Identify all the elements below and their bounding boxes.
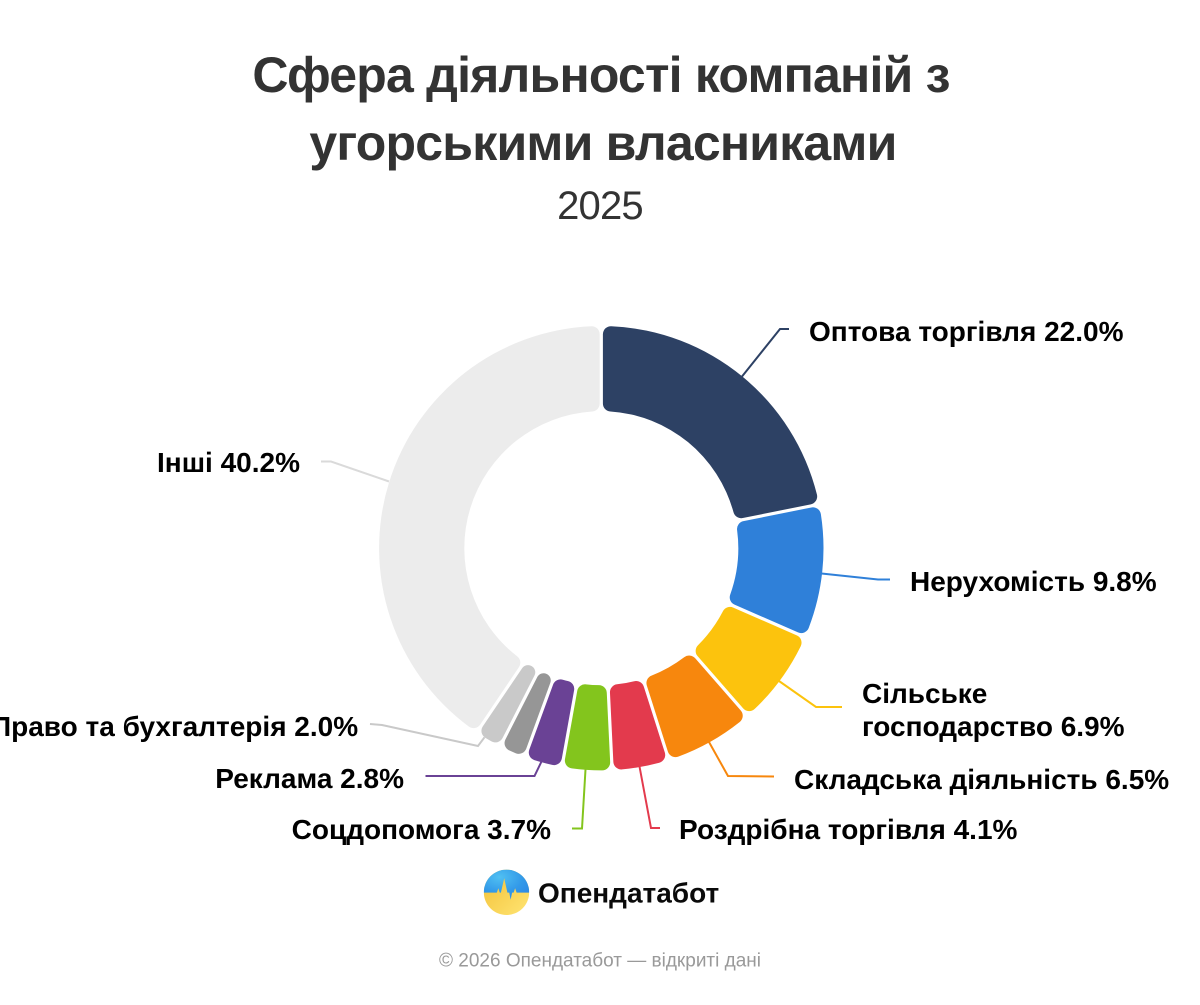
svg-text:Нерухомість 9.8%: Нерухомість 9.8% bbox=[910, 566, 1157, 597]
svg-text:© 2026 Опендатабот — відкриті: © 2026 Опендатабот — відкриті дані bbox=[439, 951, 761, 972]
svg-text:Опендатабот: Опендатабот bbox=[538, 878, 719, 909]
svg-text:Соцдопомога 3.7%: Соцдопомога 3.7% bbox=[292, 814, 551, 845]
svg-text:Сільське: Сільське bbox=[862, 678, 987, 709]
svg-text:угорськими власниками: угорськими власниками bbox=[309, 115, 896, 171]
svg-text:Складська діяльність 6.5%: Складська діяльність 6.5% bbox=[794, 764, 1169, 795]
svg-text:Сфера діяльності компаній з: Сфера діяльності компаній з bbox=[252, 47, 949, 103]
svg-text:Інші 40.2%: Інші 40.2% bbox=[157, 447, 300, 478]
svg-text:господарство 6.9%: господарство 6.9% bbox=[862, 711, 1125, 742]
svg-text:Роздрібна торгівля 4.1%: Роздрібна торгівля 4.1% bbox=[679, 814, 1018, 845]
svg-text:Оптова торгівля 22.0%: Оптова торгівля 22.0% bbox=[809, 316, 1124, 347]
svg-text:Реклама 2.8%: Реклама 2.8% bbox=[215, 763, 404, 794]
svg-text:2025: 2025 bbox=[557, 184, 643, 228]
svg-text:Право та бухгалтерія 2.0%: Право та бухгалтерія 2.0% bbox=[0, 711, 358, 742]
